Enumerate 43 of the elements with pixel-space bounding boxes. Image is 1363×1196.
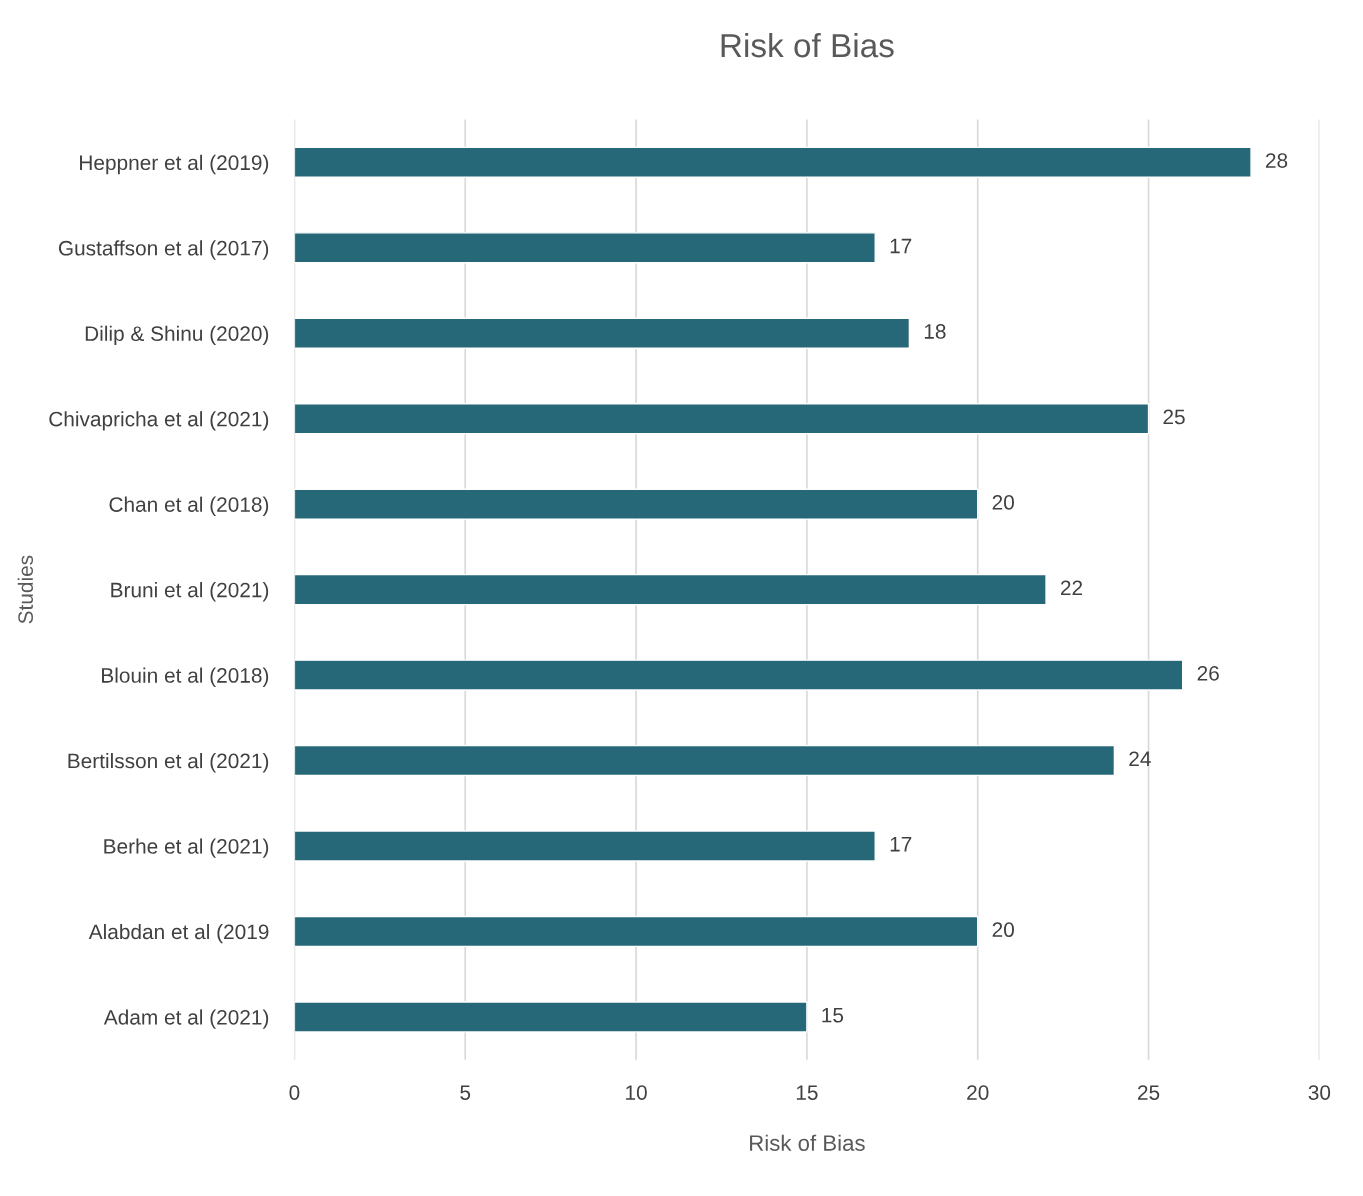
data-label: 24 xyxy=(1129,751,1151,766)
bar xyxy=(294,573,1047,606)
y-tick-label: Adam et al (2021) xyxy=(103,1009,269,1029)
y-tick-label: Blouin et al (2018) xyxy=(102,667,269,687)
y-tick-label: Alabdan et al (2019 xyxy=(88,923,269,944)
y-tick-label: Chivapricha et al (2021) xyxy=(49,411,269,431)
bar xyxy=(294,403,1150,435)
x-tick-label: 5 xyxy=(460,1085,471,1100)
y-tick-label: Gustaffson et al (2017) xyxy=(58,240,269,260)
x-tick-label: 15 xyxy=(796,1085,818,1100)
bar xyxy=(294,232,876,264)
bar xyxy=(294,915,979,948)
data-label: 28 xyxy=(1265,153,1288,168)
data-label: 22 xyxy=(1060,580,1083,596)
y-tick-label: Berhe et al (2021) xyxy=(104,838,269,858)
y-tick-label: Bertilsson et al (2021) xyxy=(68,753,269,773)
x-tick-label: 10 xyxy=(626,1085,647,1100)
bar xyxy=(294,830,876,862)
chart-title: Risk of Bias xyxy=(721,32,894,58)
y-tick-label: Heppner et al (2019) xyxy=(80,154,269,175)
x-tick-label: 20 xyxy=(967,1085,989,1100)
y-axis-title: Studies xyxy=(17,555,34,624)
x-axis-title: Risk of Bias xyxy=(750,1134,865,1151)
data-label: 18 xyxy=(924,324,946,339)
data-label: 15 xyxy=(822,1007,844,1023)
y-tick-label: Dilip & Shinu (2020) xyxy=(85,325,269,346)
y-tick-label: Bruni et al (2021) xyxy=(111,582,269,602)
x-tick-label: 0 xyxy=(289,1085,300,1100)
data-label: 20 xyxy=(992,922,1014,938)
bar xyxy=(294,317,911,349)
bar xyxy=(294,488,979,520)
x-tick-label: 25 xyxy=(1138,1085,1160,1100)
data-label: 26 xyxy=(1197,665,1219,681)
data-label: 17 xyxy=(890,238,912,254)
bar xyxy=(294,1001,808,1033)
bar xyxy=(294,659,1184,691)
data-label: 25 xyxy=(1163,409,1185,425)
data-label: 20 xyxy=(992,495,1014,510)
bar xyxy=(294,146,1252,178)
data-label: 17 xyxy=(890,837,912,852)
bar xyxy=(294,744,1116,777)
x-tick-label: 30 xyxy=(1308,1085,1331,1100)
y-tick-label: Chan et al (2018) xyxy=(109,496,269,517)
